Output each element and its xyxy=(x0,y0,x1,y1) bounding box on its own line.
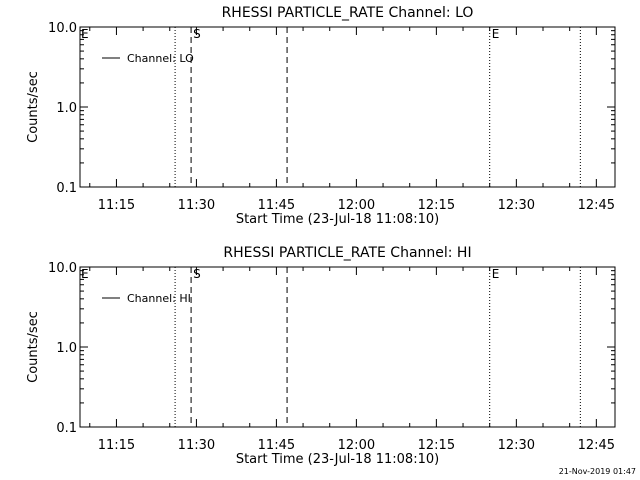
panel1-y-tick-label: 1.0 xyxy=(56,101,77,116)
panel1-title: RHESSI PARTICLE_RATE Channel: LO xyxy=(222,5,474,21)
panel1-x-tick-label: 11:30 xyxy=(178,198,215,213)
panel1-y-tick-label: 0.1 xyxy=(56,181,77,196)
panel2-y-tick-label: 0.1 xyxy=(56,421,77,436)
panel2-y-tick-label: 10.0 xyxy=(48,261,77,276)
panel2-y-tick-label: 1.0 xyxy=(56,341,77,356)
panel2-x-tick-label: 12:30 xyxy=(498,438,535,453)
panel2-legend-label: Channel: HI xyxy=(127,292,191,305)
panel2-edge-label: E xyxy=(81,267,89,281)
panel1-x-tick-label: 12:45 xyxy=(578,198,615,213)
panel1-marker-label: E xyxy=(492,27,500,41)
panel1-y-tick-label: 10.0 xyxy=(48,21,77,36)
panel1-x-tick-label: 12:00 xyxy=(338,198,375,213)
footer-timestamp: 21-Nov-2019 01:47 xyxy=(558,467,636,476)
panel2-x-tick-label: 12:00 xyxy=(338,438,375,453)
panel2-x-tick-label: 12:15 xyxy=(418,438,455,453)
panel2-x-tick-label: 12:45 xyxy=(578,438,615,453)
panel2-x-axis-label: Start Time (23-Jul-18 11:08:10) xyxy=(236,452,439,467)
panel1-legend-label: Channel: LO xyxy=(127,52,194,65)
panel1-y-axis-label: Counts/sec xyxy=(26,71,41,143)
panel2-marker-label: E xyxy=(492,267,500,281)
panel1-x-tick-label: 11:15 xyxy=(98,198,135,213)
panel2-x-tick-label: 11:15 xyxy=(98,438,135,453)
panel1-x-tick-label: 11:45 xyxy=(258,198,295,213)
panel2-marker-label: S xyxy=(193,267,201,281)
panel1-x-tick-label: 12:15 xyxy=(418,198,455,213)
panel1-x-tick-label: 12:30 xyxy=(498,198,535,213)
panel2-title: RHESSI PARTICLE_RATE Channel: HI xyxy=(223,245,471,261)
panel1-plot-frame xyxy=(79,26,616,188)
panel2-x-tick-label: 11:45 xyxy=(258,438,295,453)
panel1-x-axis-label: Start Time (23-Jul-18 11:08:10) xyxy=(236,212,439,227)
panel2-x-tick-label: 11:30 xyxy=(178,438,215,453)
panel2-y-axis-label: Counts/sec xyxy=(26,311,41,383)
panel1-marker-label: S xyxy=(193,27,201,41)
panel2-plot-frame xyxy=(79,266,616,428)
panel1-edge-label: E xyxy=(81,27,89,41)
